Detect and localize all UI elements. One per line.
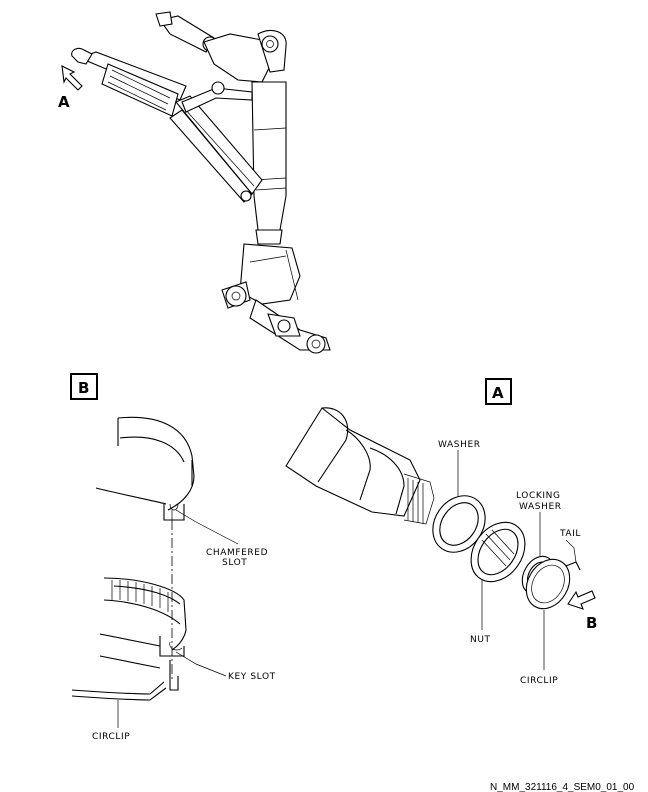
detail-b: B CHAMFERED SLOT KEY SLOT CIR: [70, 373, 276, 742]
locking-washer-label-1: LOCKING: [516, 491, 561, 501]
tail-label: TAIL: [559, 529, 581, 539]
landing-gear-assembly: [71, 11, 331, 354]
key-slot-label: KEY SLOT: [228, 672, 276, 682]
view-arrow-a: A: [58, 65, 83, 111]
chamfered-slot-label-2: SLOT: [222, 558, 247, 568]
locking-washer-label-2: WASHER: [519, 502, 562, 512]
chamfered-slot-label-1: CHAMFERED: [206, 548, 268, 558]
circlip-right-label: CIRCLIP: [520, 676, 558, 686]
view-arrow-b: B: [567, 590, 597, 632]
detail-b-label: B: [78, 379, 89, 397]
view-b-letter: B: [586, 614, 597, 632]
view-a-letter: A: [58, 93, 70, 111]
figure-reference: N_MM_321116_4_SEM0_01_00: [490, 782, 635, 792]
circlip-left-label: CIRCLIP: [92, 732, 130, 742]
detail-a: A WASHER LOCKING WASHER TAIL NUT CIRC: [285, 378, 597, 686]
detail-a-label: A: [492, 384, 504, 402]
washer-label: WASHER: [438, 440, 481, 450]
nut-label: NUT: [470, 635, 491, 645]
